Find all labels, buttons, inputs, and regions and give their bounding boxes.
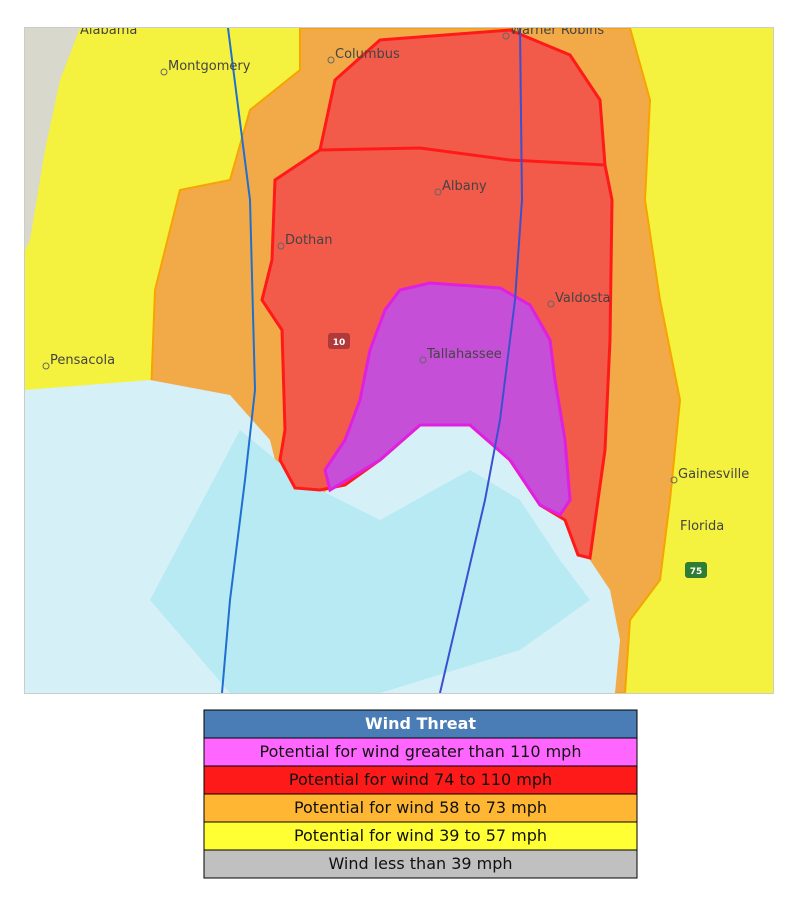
city-label: Florida bbox=[680, 519, 724, 534]
legend-label: Potential for wind greater than 110 mph bbox=[260, 742, 582, 761]
legend-label: Potential for wind 39 to 57 mph bbox=[294, 826, 547, 845]
city-label: Tallahassee bbox=[426, 347, 502, 362]
legend-swatch bbox=[203, 737, 638, 767]
track-line bbox=[439, 28, 524, 693]
city-label: Albany bbox=[442, 179, 487, 194]
legend-label: Potential for wind 58 to 73 mph bbox=[294, 798, 547, 817]
legend-swatch bbox=[203, 821, 638, 851]
city-label: Montgomery bbox=[168, 59, 251, 74]
city-dot bbox=[327, 56, 335, 64]
city-dot bbox=[277, 242, 285, 250]
city-dot bbox=[547, 300, 555, 308]
red-zone-border bbox=[319, 146, 606, 167]
legend-label: Wind less than 39 mph bbox=[328, 854, 512, 873]
city-label: Pensacola bbox=[50, 353, 115, 368]
city-label: Dothan bbox=[285, 233, 333, 248]
interstate-shield bbox=[685, 562, 707, 578]
route-number: 75 bbox=[690, 567, 703, 577]
legend-swatch bbox=[203, 849, 638, 879]
city-dot bbox=[670, 476, 678, 484]
city-label: Valdosta bbox=[555, 291, 611, 306]
city-dot bbox=[160, 68, 168, 76]
legend-swatch bbox=[203, 793, 638, 823]
city-label: Warner Robins bbox=[510, 23, 604, 38]
route-number: 10 bbox=[333, 338, 346, 348]
interstate-shield bbox=[328, 333, 350, 349]
map-area: Alabama Montgomery Columbus Warner Robins Al… bbox=[25, 23, 773, 693]
city-label: Columbus bbox=[335, 47, 400, 62]
city-dot bbox=[502, 32, 510, 40]
gulf-water-deep bbox=[150, 430, 590, 693]
legend-swatch bbox=[203, 765, 638, 795]
gray-zone bbox=[25, 28, 80, 250]
city-dot bbox=[419, 356, 427, 364]
legend-title: Wind Threat bbox=[365, 714, 476, 733]
city-label: Alabama bbox=[80, 23, 137, 38]
legend-label: Potential for wind 74 to 110 mph bbox=[289, 770, 552, 789]
map-border bbox=[24, 27, 774, 694]
city-dot bbox=[434, 188, 442, 196]
track-line bbox=[221, 28, 257, 693]
magenta-zone bbox=[323, 281, 572, 517]
city-dot bbox=[42, 362, 50, 370]
city-label: Gainesville bbox=[678, 467, 749, 482]
